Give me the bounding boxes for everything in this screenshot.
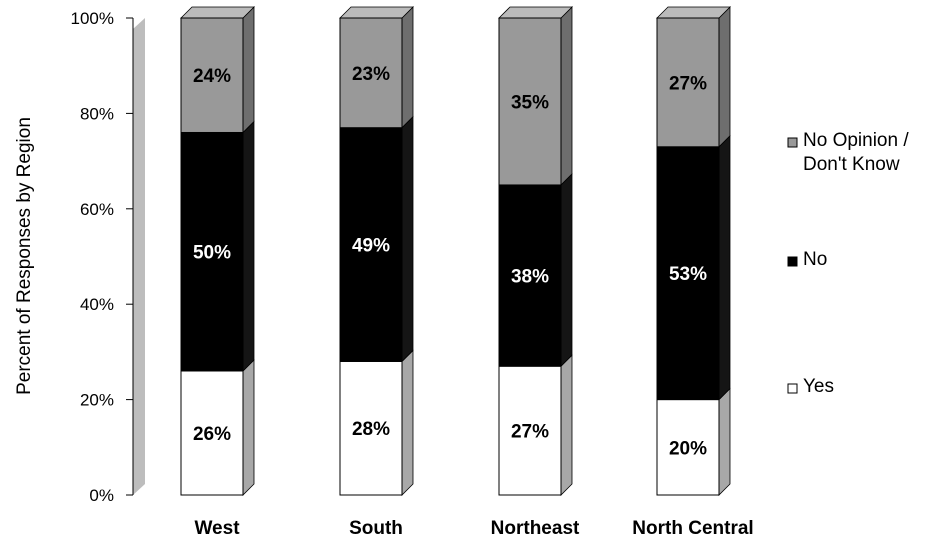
bar-side xyxy=(242,359,255,496)
legend-label: Don't Know xyxy=(803,154,900,175)
bar-front xyxy=(498,184,562,367)
bar-segment-west-no-opinion-don-t-know: 24% xyxy=(180,6,255,134)
bar-front xyxy=(339,127,403,362)
bar-segment-north-central-no: 53% xyxy=(656,134,731,401)
data-label: 23% xyxy=(352,64,390,85)
data-label: 27% xyxy=(511,422,549,443)
bar-front xyxy=(339,360,403,496)
bar-top xyxy=(180,6,255,19)
bar-front xyxy=(656,146,720,401)
bar-side xyxy=(242,6,255,134)
bar-front xyxy=(180,17,244,133)
data-label: 27% xyxy=(669,73,707,94)
category-label-south: South xyxy=(349,518,403,539)
y-tick-label: 20% xyxy=(80,391,114,410)
bar-segment-west-yes: 26% xyxy=(180,359,255,496)
bar-side xyxy=(242,120,255,372)
y-tick-label: 80% xyxy=(80,104,114,123)
legend-swatch xyxy=(787,383,798,394)
data-label: 24% xyxy=(193,66,231,87)
category-label-west: West xyxy=(194,518,240,539)
y-axis-ticks: 0% 20% 40% 60% 80% 100% xyxy=(71,9,133,505)
bar-side xyxy=(560,354,573,496)
data-label: 28% xyxy=(352,419,390,440)
bars: 26% 50% 24% 28% 49% 23% 27% 38% 35% 20% 53% 27% xyxy=(180,6,731,496)
bar-front xyxy=(498,365,562,496)
bar-segment-northeast-yes: 27% xyxy=(498,354,573,496)
bar-side xyxy=(560,6,573,186)
legend-label: No Opinion / xyxy=(803,130,909,151)
bar-front xyxy=(656,399,720,496)
bar-front xyxy=(180,370,244,496)
bar-segment-north-central-no-opinion-don-t-know: 27% xyxy=(656,6,731,148)
bar-segment-northeast-no-opinion-don-t-know: 35% xyxy=(498,6,573,186)
legend-label: Yes xyxy=(803,376,834,397)
bar-segment-south-no: 49% xyxy=(339,115,414,363)
bar-front xyxy=(498,17,562,186)
category-label-north-central: North Central xyxy=(632,518,753,539)
y-tick-label: 60% xyxy=(80,200,114,219)
bar-top xyxy=(656,6,731,19)
bar-side xyxy=(560,172,573,368)
legend-label: No xyxy=(803,249,827,270)
bar-side xyxy=(401,115,414,363)
legend-item: No Opinion / Don't Know xyxy=(787,130,909,175)
data-label: 35% xyxy=(511,92,549,113)
y-tick-label: 40% xyxy=(80,295,114,314)
category-label-northeast: Northeast xyxy=(491,518,580,539)
y-tick-label: 100% xyxy=(71,9,114,28)
legend-item: Yes xyxy=(787,376,834,397)
bar-side xyxy=(401,6,414,129)
back-wall xyxy=(132,18,145,495)
bar-top xyxy=(498,6,573,19)
y-axis-label: Percent of Responses by Region xyxy=(14,117,35,395)
data-label: 50% xyxy=(193,243,231,264)
data-label: 26% xyxy=(193,424,231,445)
data-label: 53% xyxy=(669,264,707,285)
category-labels: West South Northeast North Central xyxy=(194,518,753,539)
bar-front xyxy=(180,131,244,372)
back-wall-face xyxy=(133,18,145,495)
y-tick-label: 0% xyxy=(89,486,114,505)
legend-swatch xyxy=(787,256,798,267)
legend-item: No xyxy=(787,249,827,270)
data-label: 49% xyxy=(352,236,390,257)
bar-side xyxy=(718,6,731,148)
bar-side xyxy=(718,387,731,496)
legend-swatch xyxy=(787,137,798,148)
bar-front xyxy=(339,17,403,129)
legend: No Opinion / Don't Know No Yes xyxy=(787,130,909,397)
bar-segment-west-no: 50% xyxy=(180,120,255,372)
bar-side xyxy=(718,134,731,401)
data-label: 38% xyxy=(511,267,549,288)
bar-segment-north-central-yes: 20% xyxy=(656,387,731,496)
bar-segment-south-yes: 28% xyxy=(339,349,414,496)
bar-side xyxy=(401,349,414,496)
bar-segment-northeast-no: 38% xyxy=(498,172,573,368)
bar-front xyxy=(656,17,720,148)
bar-top xyxy=(339,6,414,19)
data-label: 20% xyxy=(669,438,707,459)
bar-segment-south-no-opinion-don-t-know: 23% xyxy=(339,6,414,129)
